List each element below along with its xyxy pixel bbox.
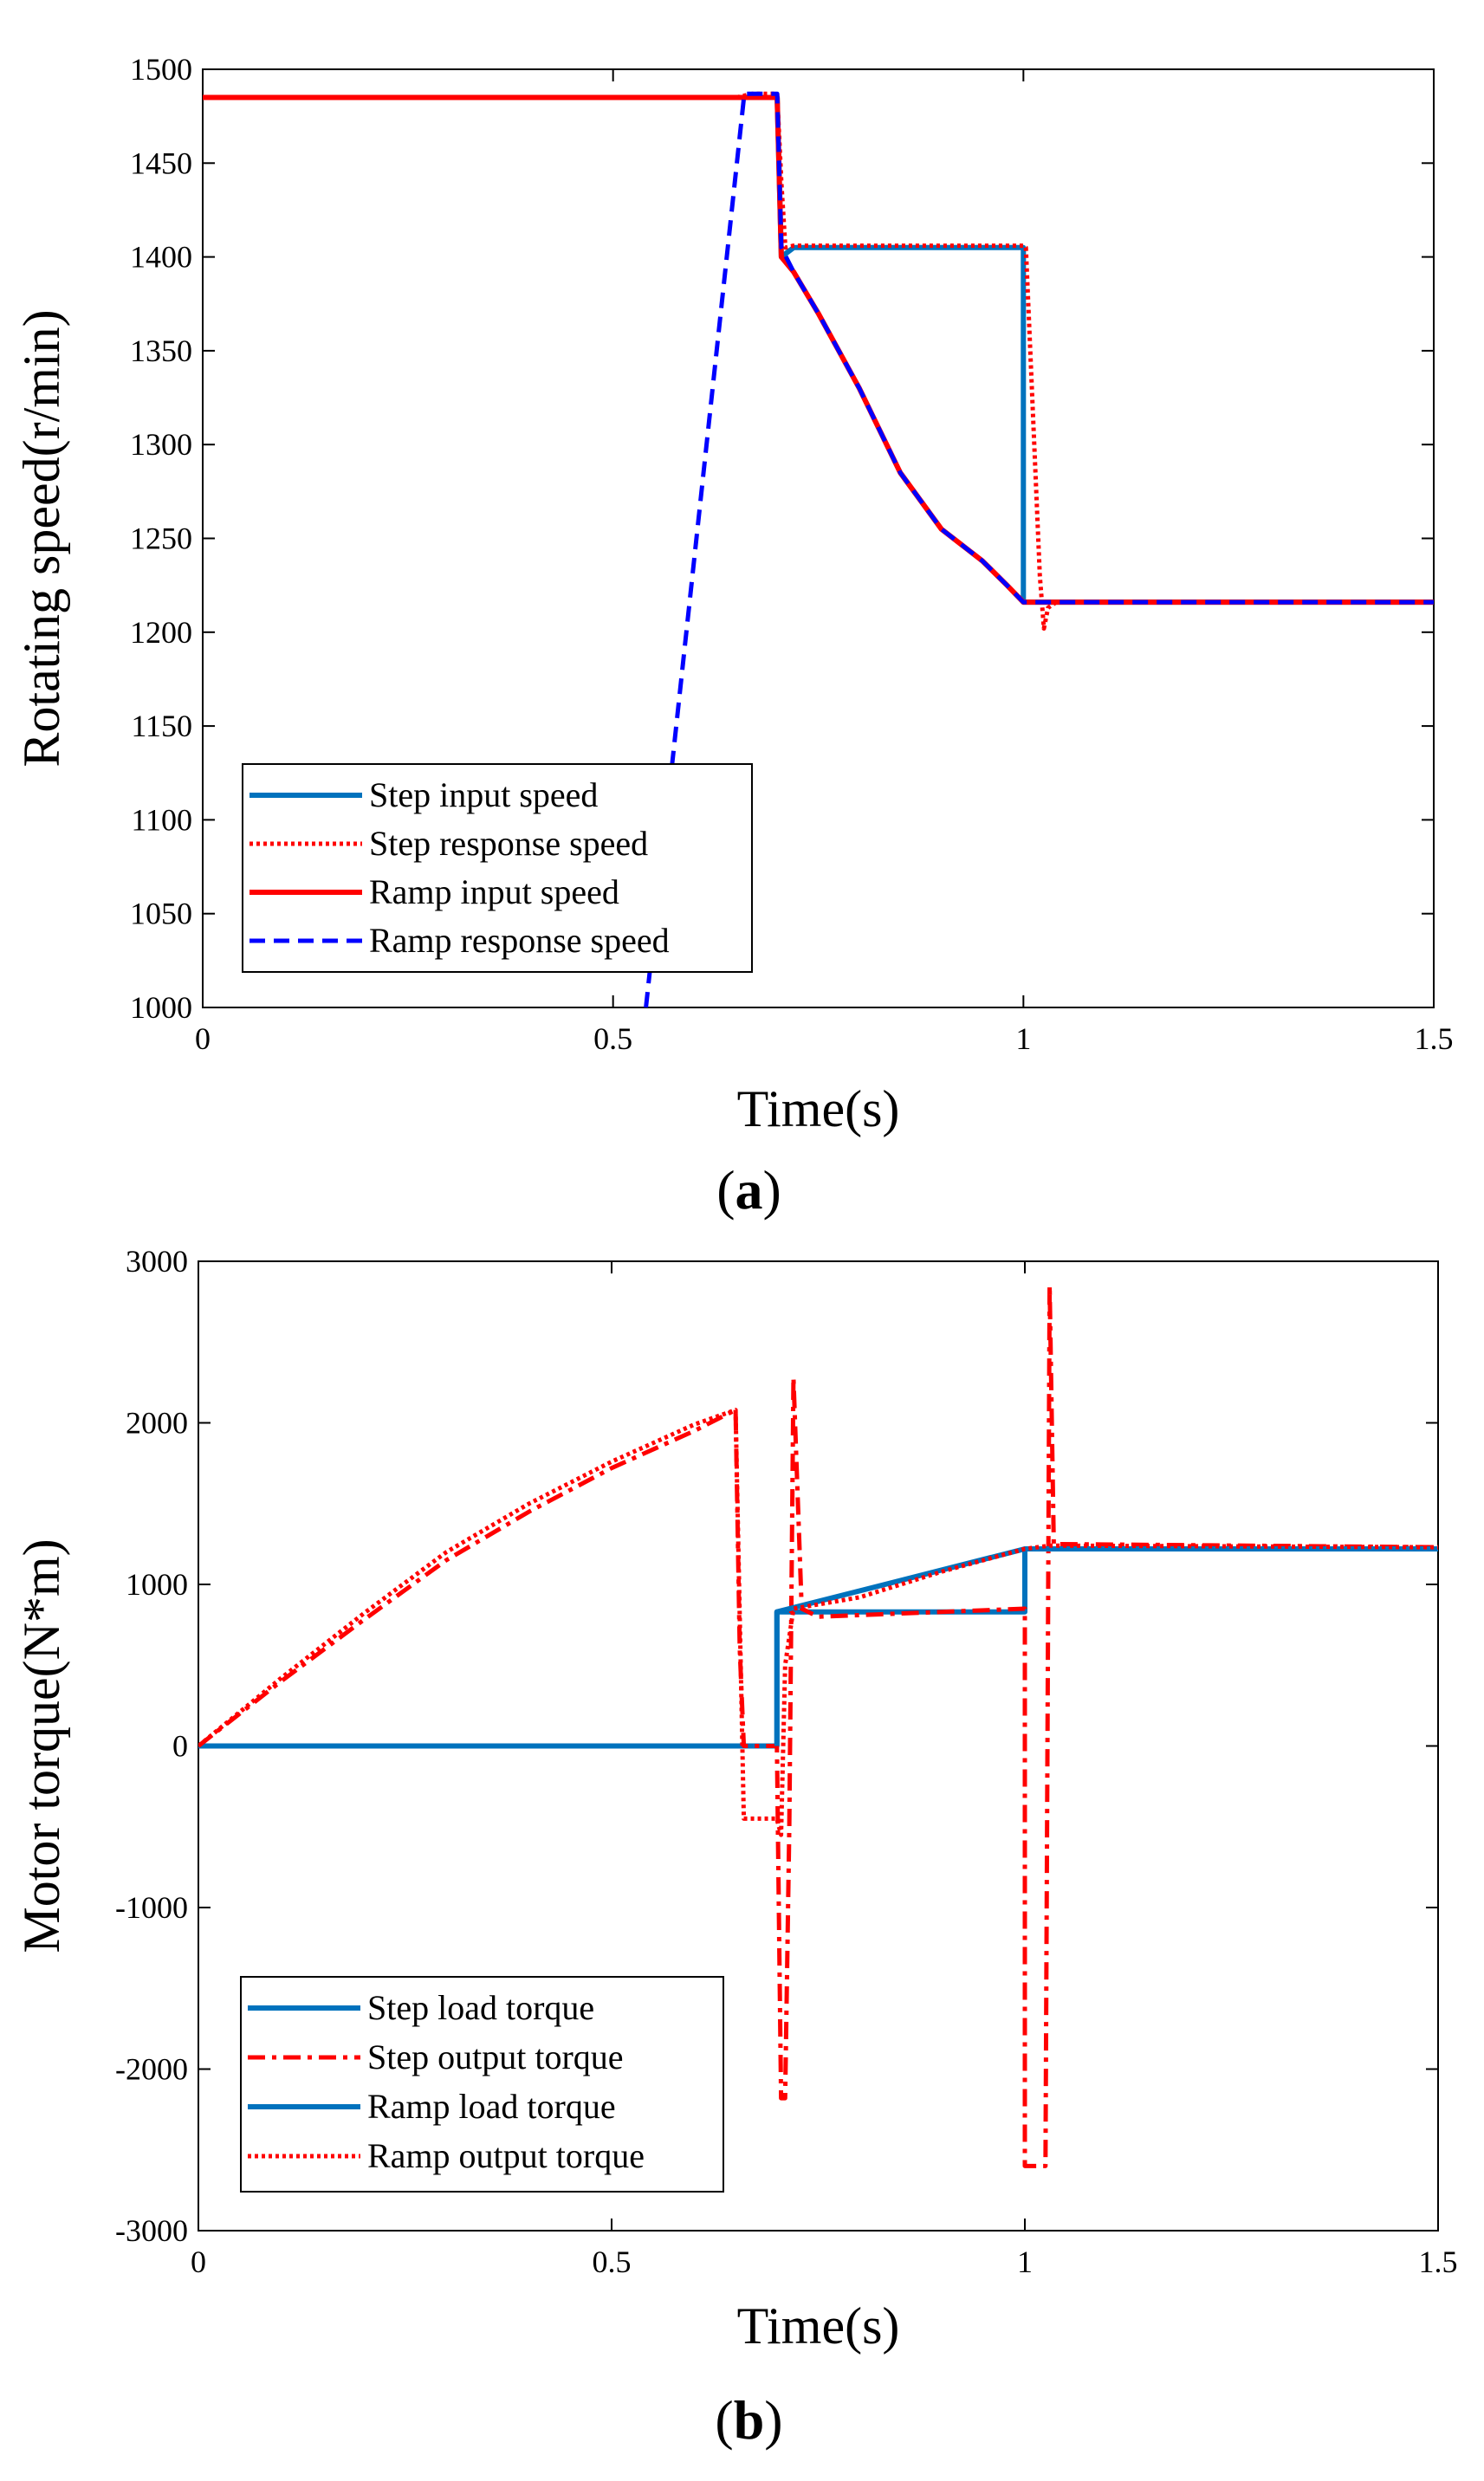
x-tick-label: 1.5 xyxy=(1419,2245,1458,2279)
legend-label: Ramp output torque xyxy=(367,2136,645,2175)
y-tick-label: 3000 xyxy=(126,1244,188,1279)
x-tick-label: 0.5 xyxy=(593,2245,632,2279)
y-tick-label: 1450 xyxy=(130,146,192,180)
x-tick-label: 0 xyxy=(191,2245,206,2279)
x-tick-label: 1 xyxy=(1015,1021,1031,1056)
x-tick-label: 1.5 xyxy=(1415,1021,1454,1056)
legend: Step input speed Step response speed Ramp … xyxy=(242,763,753,973)
y-tick-label: 1250 xyxy=(130,521,192,556)
y-tick-label: -2000 xyxy=(115,2052,188,2087)
series-line-ramp-output-torque xyxy=(198,1408,1438,1837)
legend: Step load torque Step output torque Ramp l… xyxy=(240,1976,724,2193)
y-tick-label: 1100 xyxy=(131,802,192,837)
y-tick-label: 1300 xyxy=(130,427,192,462)
chart-panel-b: 0 0.5 1 1.5 -3000 -2000 -1000 0 1000 2000 3000 Time… xyxy=(13,1244,1458,2451)
y-tick-label: 0 xyxy=(172,1729,188,1764)
y-tick-label: 2000 xyxy=(126,1406,188,1441)
legend-label: Step load torque xyxy=(367,1988,594,2027)
panel-letter: a xyxy=(736,1159,763,1221)
legend-label: Ramp input speed xyxy=(369,872,619,911)
legend-label: Ramp response speed xyxy=(369,921,670,960)
legend-box xyxy=(240,1976,724,2193)
panel-label: (a) xyxy=(716,1159,781,1221)
series-line-ramp-load-torque xyxy=(774,1546,1438,1746)
legend-box xyxy=(242,763,753,973)
y-tick-label: 1200 xyxy=(130,615,192,650)
y-tick-label: -3000 xyxy=(115,2213,188,2248)
y-tick-label: 1050 xyxy=(130,897,192,931)
y-axis-label: Rotating speed(r/min) xyxy=(13,309,70,767)
x-tick-label: 1 xyxy=(1017,2245,1033,2279)
x-tick-label: 0.5 xyxy=(593,1021,632,1056)
series-line-step-output-torque xyxy=(198,1283,1438,2168)
y-tick-label: 1000 xyxy=(126,1567,188,1602)
panel-letter: b xyxy=(734,2389,765,2451)
x-axis-label: Time(s) xyxy=(737,2297,900,2355)
y-tick-label: 1150 xyxy=(131,709,192,743)
x-axis-label: Time(s) xyxy=(737,1080,900,1137)
legend-label: Step output torque xyxy=(367,2037,624,2076)
y-tick-label: 1000 xyxy=(130,990,192,1025)
legend-label: Step input speed xyxy=(369,775,598,814)
y-tick-label: -1000 xyxy=(115,1890,188,1925)
y-tick-label: 1500 xyxy=(130,52,192,87)
series-line-ramp-response-speed xyxy=(644,91,1434,1007)
panel-label: (b) xyxy=(715,2389,782,2451)
x-tick-label: 0 xyxy=(195,1021,211,1056)
legend-label: Ramp load torque xyxy=(367,2087,616,2126)
legend-label: Step response speed xyxy=(369,824,648,863)
chart-panel-a: 0 0.5 1 1.5 1000 1050 1100 1150 1200 1250 1300 1350… xyxy=(13,52,1454,1221)
y-axis-label: Motor torque(N*m) xyxy=(13,1538,70,1953)
y-tick-label: 1400 xyxy=(130,240,192,275)
y-tick-label: 1350 xyxy=(130,334,192,368)
